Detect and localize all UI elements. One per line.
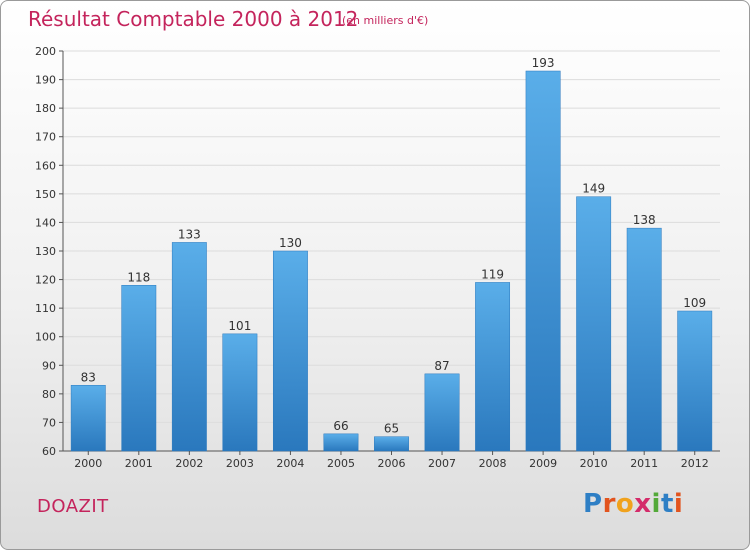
logo-letter: o bbox=[615, 489, 635, 519]
value-label-2009: 193 bbox=[532, 56, 555, 70]
bar-2000 bbox=[70, 385, 106, 452]
y-tick-label: 140 bbox=[35, 216, 56, 229]
logo-letter: r bbox=[602, 489, 616, 519]
x-tick-label-2002: 2002 bbox=[175, 457, 203, 470]
logo-letter: i bbox=[673, 489, 684, 519]
value-label-2001: 118 bbox=[127, 270, 150, 284]
y-tick-label: 120 bbox=[35, 274, 56, 287]
value-label-2008: 119 bbox=[481, 267, 504, 281]
bar-2001 bbox=[121, 285, 157, 452]
logo-letter: t bbox=[660, 489, 674, 519]
value-label-2007: 87 bbox=[434, 359, 449, 373]
value-label-2003: 101 bbox=[228, 319, 251, 333]
y-tick-label: 90 bbox=[42, 359, 56, 372]
town-name: DOAZIT bbox=[37, 496, 109, 517]
value-label-2000: 83 bbox=[81, 370, 96, 384]
logo-letter: i bbox=[651, 489, 661, 519]
bar-2003 bbox=[222, 333, 258, 452]
y-tick-label: 110 bbox=[35, 302, 56, 315]
y-tick-label: 160 bbox=[35, 159, 56, 172]
x-tick-label-2012: 2012 bbox=[681, 457, 709, 470]
y-tick-label: 180 bbox=[35, 102, 56, 115]
bars bbox=[70, 70, 713, 452]
bar-2010 bbox=[576, 196, 612, 452]
proxiti-logo: Proxiti bbox=[583, 489, 683, 519]
x-tick-labels: 2000 2001 2002 2003 2004 2005 2006 2007 2008 2009… bbox=[74, 451, 709, 470]
value-label-2004: 130 bbox=[279, 236, 302, 250]
y-tick-label: 190 bbox=[35, 74, 56, 87]
value-label-2002: 133 bbox=[178, 227, 201, 241]
x-tick-label-2006: 2006 bbox=[378, 457, 406, 470]
y-tick-label: 80 bbox=[42, 388, 56, 401]
bar-2002 bbox=[171, 242, 207, 452]
bar-2008 bbox=[475, 282, 511, 452]
y-tick-labels: 60 70 80 90 100 110 120 130 140 150 160 170 180 190 20… bbox=[35, 45, 56, 458]
y-tick-label: 200 bbox=[35, 45, 56, 58]
y-tick-label: 60 bbox=[42, 445, 56, 458]
x-tick-label-2004: 2004 bbox=[276, 457, 304, 470]
x-tick-label-2007: 2007 bbox=[428, 457, 456, 470]
bar-2007 bbox=[424, 373, 460, 452]
x-tick-label-2001: 2001 bbox=[125, 457, 153, 470]
chart-subtitle: (en milliers d'€) bbox=[342, 14, 429, 27]
logo-letter: x bbox=[634, 489, 652, 519]
value-label-2010: 149 bbox=[582, 182, 605, 196]
x-tick-label-2009: 2009 bbox=[529, 457, 557, 470]
y-tick-label: 130 bbox=[35, 245, 56, 258]
grid-lines bbox=[59, 50, 720, 452]
bar-2012 bbox=[677, 310, 713, 452]
y-tick-label: 70 bbox=[42, 416, 56, 429]
x-tick-label-2008: 2008 bbox=[479, 457, 507, 470]
bar-2005 bbox=[323, 433, 359, 452]
x-tick-label-2003: 2003 bbox=[226, 457, 254, 470]
x-tick-label-2000: 2000 bbox=[74, 457, 102, 470]
chart-title: Résultat Comptable 2000 à 2012 bbox=[28, 7, 359, 31]
x-tick-label-2011: 2011 bbox=[630, 457, 658, 470]
x-tick-label-2010: 2010 bbox=[580, 457, 608, 470]
bar-2009 bbox=[525, 70, 561, 452]
y-tick-label: 150 bbox=[35, 188, 56, 201]
x-tick-label-2005: 2005 bbox=[327, 457, 355, 470]
value-label-2005: 66 bbox=[333, 419, 348, 433]
y-tick-label: 170 bbox=[35, 131, 56, 144]
y-tick-label: 100 bbox=[35, 331, 56, 344]
value-label-2011: 138 bbox=[633, 213, 656, 227]
value-label-2006: 65 bbox=[384, 422, 399, 436]
value-labels: 83 118 133 101 130 66 65 87 119 193 149 138 109 bbox=[81, 56, 707, 436]
logo-letter: P bbox=[583, 489, 603, 519]
bar-2011 bbox=[626, 227, 662, 452]
value-label-2012: 109 bbox=[683, 296, 706, 310]
bar-2004 bbox=[272, 250, 308, 452]
bar-2006 bbox=[374, 436, 409, 452]
